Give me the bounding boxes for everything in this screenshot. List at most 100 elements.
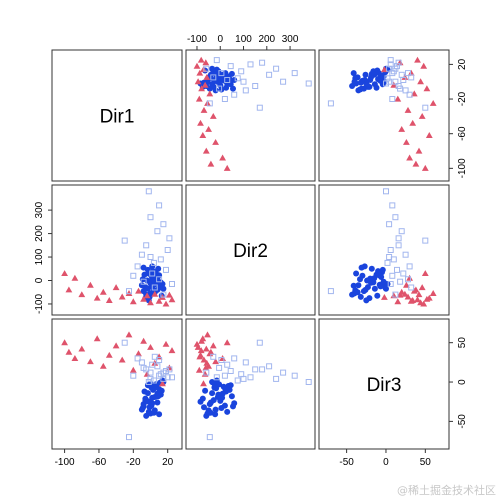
point-g3-18-dir3-vs-dir1 [151,353,158,360]
point-g2-15-dir2-vs-dir1 [147,299,154,306]
point-g1-19-dir2-vs-dir1 [144,277,151,284]
point-g3-5-dir1-vs-dir2 [266,71,273,78]
point-g2-2-dir1-vs-dir3 [406,154,413,161]
point-g2-4-dir2-vs-dir1 [87,281,94,288]
point-g3-13-dir2-vs-dir3 [400,270,407,277]
point-g2-11-dir2-vs-dir3 [394,298,402,305]
point-g3-22-dir3-vs-dir2 [259,366,266,373]
point-g2-8-dir2-vs-dir3 [418,284,426,291]
point-g3-13-dir3-vs-dir1 [149,361,156,368]
point-g1-33-dir3-vs-dir1 [145,398,152,405]
point-g3-15-dir1-vs-dir3 [405,70,411,77]
point-g3-11-dir2-vs-dir1 [134,263,141,270]
point-g3-3-dir2-vs-dir1 [160,221,167,228]
point-g2-6-dir2-vs-dir1 [99,288,107,295]
point-g3-9-dir2-vs-dir1 [157,256,164,263]
point-g2-13-dir3-vs-dir2 [198,337,205,344]
point-g2-10-dir2-vs-dir1 [125,290,133,296]
point-g2-13-dir3-vs-dir1 [140,337,147,344]
point-g2-4-dir3-vs-dir2 [212,358,219,365]
watermark: @稀土掘金技术社区 [397,484,496,497]
point-g2-1-dir3-vs-dir1 [65,348,73,355]
panel-frame-dir3-dir3 [318,318,450,450]
point-g1-33-dir3-vs-dir2 [197,398,204,405]
point-g1-33-dir1-vs-dir3 [363,80,370,87]
x-tick-label-dir2-0: -100 [187,34,207,45]
x-tick-label-dir2-4: 300 [282,34,299,45]
panel-frame-dir3-dir1 [51,318,183,450]
point-g2-14-dir1-vs-dir3 [390,81,398,88]
point-g3-22-dir2-vs-dir3 [395,235,402,242]
point-g2-7-dir1-vs-dir3 [409,119,417,126]
point-g1-26-dir3-vs-dir2 [202,387,209,394]
point-g1-36-dir2-vs-dir3 [368,279,374,286]
point-g2-9-dir1-vs-dir3 [404,106,412,113]
point-g2-5-dir3-vs-dir1 [93,335,101,342]
point-g1-15-dir2-vs-dir3 [360,288,367,295]
point-g3-11-dir1-vs-dir2 [231,91,238,98]
point-g3-8-dir3-vs-dir2 [242,359,249,366]
point-g2-17-dir2-vs-dir3 [407,297,415,304]
point-g2-19-dir1-vs-dir2 [193,62,201,69]
point-g1-35-dir1-vs-dir2 [230,85,236,92]
x-tick-label-dir1-0: -100 [55,457,75,468]
point-g3-20-dir1-vs-dir2 [203,65,210,72]
point-g2-6-dir1-vs-dir3 [398,126,406,132]
point-g3-21-dir1-vs-dir3 [386,78,393,85]
point-g1-8-dir3-vs-dir2 [218,405,225,411]
point-g2-15-dir3-vs-dir1 [147,344,154,350]
point-g3-0-dir2-vs-dir3 [383,188,389,195]
point-g1-31-dir2-vs-dir3 [379,266,386,273]
point-g2-5-dir1-vs-dir3 [425,132,433,138]
point-g1-10-dir2-vs-dir3 [353,270,360,277]
point-g3-18-dir1-vs-dir2 [210,74,217,81]
point-g1-35-dir3-vs-dir1 [140,403,147,410]
point-g2-3-dir1-vs-dir2 [202,147,210,154]
point-g1-36-dir1-vs-dir3 [368,74,374,81]
point-g3-14-dir2-vs-dir3 [389,272,396,279]
x-tick-label-dir3-1: 0 [383,457,389,468]
point-g2-21-dir3-vs-dir2 [197,347,205,354]
point-g1-37-dir3-vs-dir2 [211,384,218,391]
point-g3-13-dir1-vs-dir3 [400,77,407,83]
y-tick-label-dir2-2: 100 [34,248,45,265]
point-g1-22-dir2-vs-dir1 [159,281,166,287]
point-g2-21-dir2-vs-dir1 [168,296,176,303]
point-g2-9-dir2-vs-dir1 [118,293,126,300]
point-g2-2-dir3-vs-dir1 [71,355,79,361]
point-g1-2-dir3-vs-dir2 [209,390,216,397]
y-tick-label-dir2-3: 200 [34,225,45,242]
point-g2-9-dir3-vs-dir2 [200,356,208,363]
y-tick-label-dir3-2: 50 [457,337,468,349]
point-g2-9-dir1-vs-dir2 [200,106,208,113]
point-g1-6-dir3-vs-dir1 [154,399,161,406]
point-g2-6-dir3-vs-dir1 [99,362,107,369]
point-g1-37-dir1-vs-dir2 [211,77,218,84]
point-g3-2-dir3-vs-dir1 [147,369,154,376]
point-g1-8-dir2-vs-dir3 [357,276,363,283]
point-g3-14-dir1-vs-dir3 [389,96,396,102]
point-g2-19-dir2-vs-dir1 [162,300,170,307]
point-g1-15-dir2-vs-dir1 [140,288,147,295]
point-g1-37-dir1-vs-dir3 [377,77,384,84]
point-g2-16-dir3-vs-dir2 [203,359,211,366]
variable-label-dir2: Dir2 [233,241,268,262]
y-tick-label-dir2-1: 0 [34,277,45,283]
point-g2-19-dir2-vs-dir3 [420,300,428,307]
point-g1-35-dir3-vs-dir2 [230,403,236,410]
point-g2-14-dir2-vs-dir1 [143,292,151,299]
point-g2-1-dir1-vs-dir3 [412,160,420,167]
point-g3-0-dir1-vs-dir2 [305,80,312,87]
point-g3-3-dir3-vs-dir2 [273,375,280,382]
point-g2-18-dir2-vs-dir3 [381,294,388,300]
point-g3-20-dir3-vs-dir1 [160,369,167,376]
point-g3-13-dir1-vs-dir2 [224,77,231,83]
point-g1-34-dir3-vs-dir1 [156,386,163,393]
point-g1-25-dir2-vs-dir3 [355,282,362,289]
point-g2-15-dir3-vs-dir2 [194,344,202,350]
point-g3-2-dir2-vs-dir3 [392,214,399,221]
point-g1-25-dir1-vs-dir2 [212,87,219,94]
point-g2-18-dir3-vs-dir2 [200,380,207,387]
point-g2-3-dir3-vs-dir2 [202,345,210,352]
point-g2-17-dir1-vs-dir2 [196,69,204,76]
